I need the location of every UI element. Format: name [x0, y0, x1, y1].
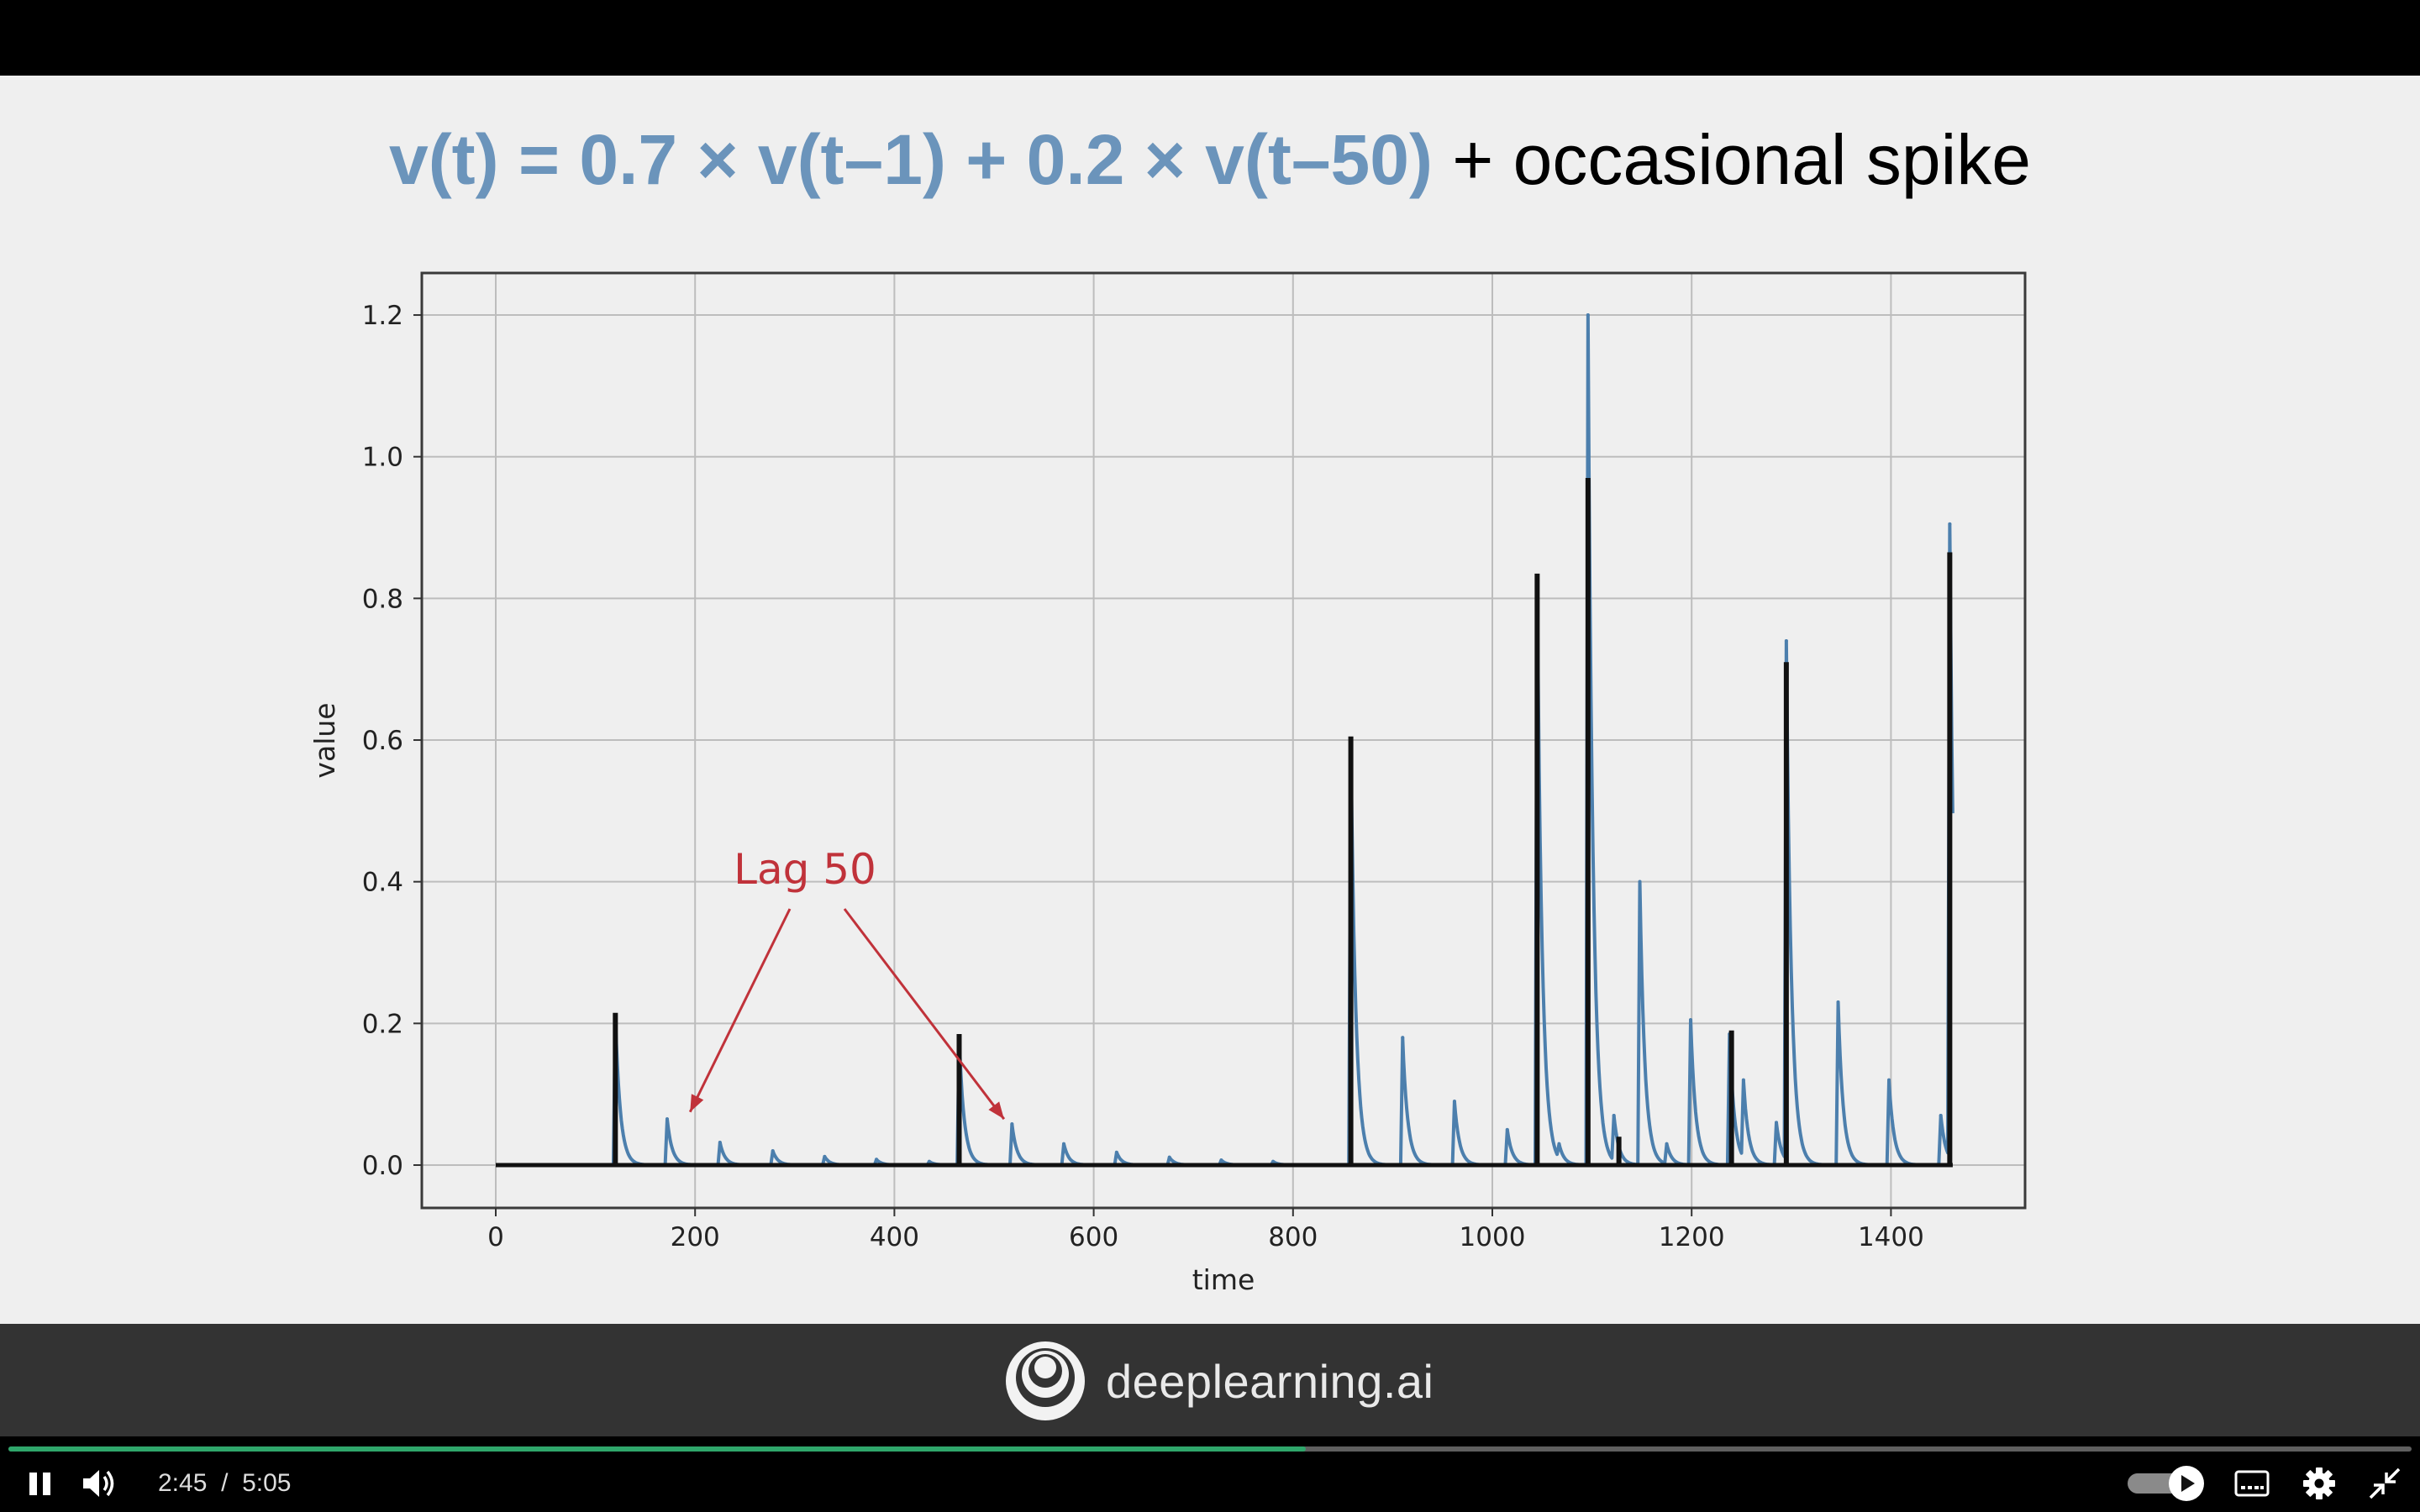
series-peak-point: [927, 1159, 931, 1163]
pause-icon[interactable]: [25, 1468, 55, 1499]
captions-icon[interactable]: [2233, 1468, 2270, 1499]
current-time: 2:45: [158, 1469, 208, 1497]
series-peak-point: [1612, 1113, 1616, 1117]
x-tick-label: 0: [487, 1222, 504, 1252]
autoplay-toggle[interactable]: [2126, 1465, 2207, 1502]
series-peak-point: [1557, 1142, 1561, 1146]
series-peak-point: [1887, 1078, 1891, 1082]
series-peak-point: [665, 1117, 669, 1121]
series-peak-point: [1741, 1078, 1745, 1082]
x-tick-label: 200: [671, 1222, 720, 1252]
series-peak-point: [1219, 1158, 1223, 1163]
lag-annotation-label: Lag 50: [734, 845, 876, 894]
x-tick-label: 1400: [1858, 1222, 1924, 1252]
progress-fill: [8, 1446, 1307, 1452]
series-peak-point: [823, 1154, 827, 1158]
x-tick-label: 600: [1069, 1222, 1118, 1252]
series-peak-point: [1948, 522, 1952, 526]
brand: deeplearning.ai: [1005, 1341, 1434, 1421]
duration: 5:05: [242, 1469, 292, 1497]
deeplearning-logo-icon: [1006, 1341, 1085, 1420]
time-separator: /: [221, 1469, 229, 1497]
settings-gear-icon[interactable]: [2302, 1467, 2336, 1500]
series-peak-point: [1689, 1018, 1693, 1022]
series-peak-point: [1114, 1150, 1118, 1154]
series-peak-point: [1010, 1122, 1014, 1126]
series-peak-point: [1062, 1142, 1066, 1146]
series-peak-point: [1401, 1036, 1405, 1040]
footer-bar: [0, 1324, 2420, 1436]
top-letterbox: [0, 0, 2420, 76]
annotation-arrowhead: [690, 1094, 704, 1112]
volume-icon[interactable]: [81, 1467, 118, 1500]
annotation-arrow: [688, 908, 792, 1113]
time-display: 2:45 / 5:05: [158, 1467, 291, 1500]
series-peak-point: [1452, 1100, 1456, 1104]
series-peak-point: [771, 1149, 775, 1153]
slide-title: v(t) = 0.7 × v(t–1) + 0.2 × v(t–50) + oc…: [0, 113, 2420, 206]
y-tick-label: 0.2: [362, 1009, 403, 1039]
y-tick-label: 1.2: [362, 301, 403, 331]
series-peak-point: [1167, 1155, 1171, 1159]
y-tick-label: 0.0: [362, 1151, 403, 1181]
series-peak-point: [718, 1141, 722, 1145]
series-peak-point: [1836, 1000, 1840, 1005]
series-peak-point: [1775, 1121, 1779, 1125]
exit-fullscreen-icon[interactable]: [2368, 1467, 2402, 1500]
series-peak-point: [1586, 313, 1590, 318]
y-tick-label: 0.8: [362, 584, 403, 614]
x-tick-label: 1200: [1659, 1222, 1725, 1252]
y-tick-label: 1.0: [362, 443, 403, 473]
title-equation: v(t) = 0.7 × v(t–1) + 0.2 × v(t–50): [388, 120, 1433, 199]
series-peak-point: [875, 1158, 879, 1162]
series-peak-point: [1505, 1127, 1509, 1131]
series-peak-point: [1665, 1142, 1669, 1146]
x-tick-label: 1000: [1460, 1222, 1526, 1252]
y-tick-label: 0.4: [362, 868, 403, 898]
y-axis-label: value: [308, 702, 341, 778]
brand-name: deeplearning.ai: [1106, 1354, 1434, 1408]
series-peak-point: [1784, 638, 1788, 643]
slide: [0, 76, 2420, 1324]
series-peak-point: [1638, 879, 1642, 884]
progress-bar[interactable]: [8, 1446, 2412, 1452]
x-tick-label: 800: [1268, 1222, 1318, 1252]
y-tick-label: 0.6: [362, 726, 403, 756]
annotation-arrow: [843, 908, 1006, 1121]
x-axis-label: time: [1192, 1263, 1255, 1296]
x-tick-label: 400: [870, 1222, 919, 1252]
title-rest: + occasional spike: [1432, 120, 2032, 199]
annotation-arrowhead: [988, 1101, 1004, 1120]
series-peak-point: [1271, 1159, 1276, 1163]
series-peak-point: [1939, 1113, 1943, 1117]
